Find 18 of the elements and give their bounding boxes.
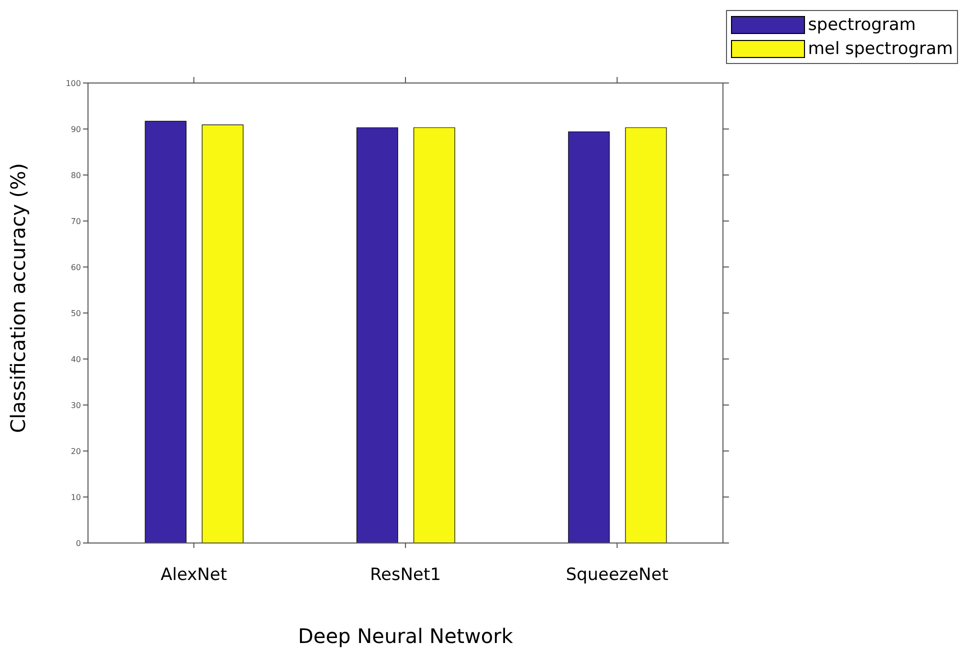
x-tick-label: AlexNet bbox=[160, 565, 228, 586]
y-tick-label: 10 bbox=[70, 492, 81, 502]
x-axis-title: Deep Neural Network bbox=[298, 624, 514, 648]
legend-label: spectrogram bbox=[808, 15, 916, 35]
x-tick-label: ResNet1 bbox=[370, 565, 441, 586]
y-tick-label: 40 bbox=[70, 354, 81, 364]
y-axis-title: Classification accuracy (%) bbox=[6, 163, 30, 433]
y-tick-label: 70 bbox=[70, 216, 81, 226]
y-tick-label: 50 bbox=[70, 308, 81, 318]
x-tick-label: SqueezeNet bbox=[566, 565, 669, 586]
y-tick-label: 60 bbox=[70, 262, 81, 272]
y-tick-label: 80 bbox=[70, 170, 81, 180]
y-tick-label: 100 bbox=[66, 78, 81, 88]
y-tick-label: 30 bbox=[70, 400, 81, 410]
legend-label: mel spectrogram bbox=[808, 39, 953, 59]
y-tick-label: 0 bbox=[76, 538, 81, 548]
y-tick-label: 90 bbox=[70, 124, 81, 134]
y-tick-label: 20 bbox=[70, 446, 81, 456]
